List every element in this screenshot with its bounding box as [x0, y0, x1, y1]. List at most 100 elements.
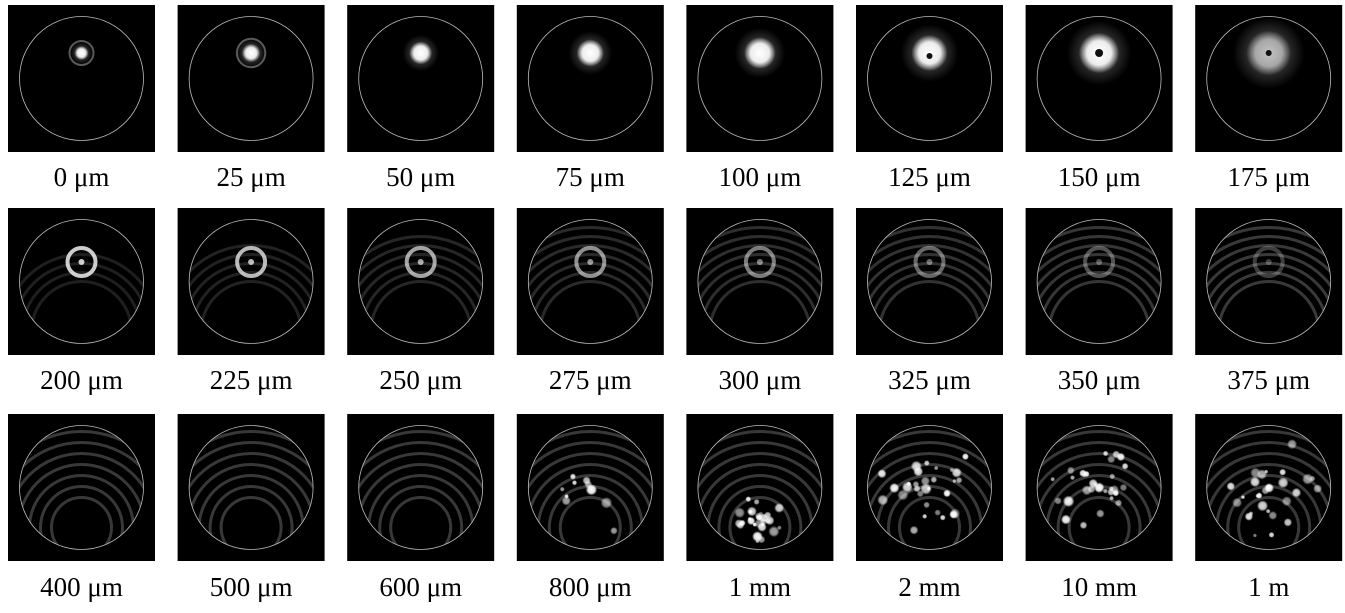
speckle: [1067, 466, 1075, 474]
speckle: [934, 466, 939, 471]
panel: 150 μm: [1026, 5, 1173, 192]
speckle: [1266, 484, 1273, 491]
speckle: [1310, 476, 1316, 482]
panel-image: [686, 5, 833, 152]
panel-label: 100 μm: [719, 162, 802, 192]
panel: 200 μm: [5, 208, 159, 409]
panel-label: 75 μm: [556, 162, 625, 192]
panel: 100 μm: [686, 5, 833, 192]
page: {"figure": {"panels": [ {"label": "0 μm"…: [0, 0, 1345, 613]
panel-label: 325 μm: [888, 365, 971, 395]
speckle: [1279, 469, 1286, 476]
speckle: [1107, 488, 1115, 496]
panel-image: [517, 5, 664, 152]
speckle: [562, 496, 571, 505]
pattern: [70, 41, 94, 65]
glow-spot: [75, 46, 89, 60]
panel-label: 400 μm: [40, 572, 123, 602]
speckle: [1096, 509, 1105, 518]
speckle: [1120, 484, 1128, 492]
speckle: [1103, 488, 1108, 493]
speckle: [934, 509, 941, 516]
speckle: [1256, 492, 1262, 498]
pattern: [1067, 21, 1132, 86]
panel: 10 mm: [992, 414, 1206, 613]
speckle: [1292, 488, 1302, 498]
panel-label: 2 mm: [898, 572, 960, 602]
dark-core: [1266, 50, 1272, 56]
speckle: [956, 477, 963, 484]
panel: 250 μm: [326, 208, 516, 427]
panel: 300 μm: [647, 208, 873, 445]
panel-label: 25 μm: [216, 162, 285, 192]
speckle: [1063, 495, 1075, 507]
speckle: [777, 525, 782, 530]
pattern: [402, 35, 438, 71]
speckle: [924, 460, 930, 466]
speckle: [913, 466, 923, 476]
panel-label: 175 μm: [1227, 162, 1310, 192]
speckle: [949, 510, 958, 519]
panel-label: 375 μm: [1227, 365, 1310, 395]
panel-image: [347, 5, 494, 152]
speckle: [940, 515, 946, 521]
panel: 175 μm: [1195, 5, 1342, 192]
panel: 1 m: [1162, 414, 1345, 613]
speckle: [1117, 453, 1126, 462]
panel-label: 150 μm: [1058, 162, 1141, 192]
panel-label: 800 μm: [549, 572, 632, 602]
panel: 800 μm: [483, 414, 697, 613]
speckle: [930, 476, 937, 483]
speckle: [765, 518, 771, 524]
panel-label: 1 m: [1248, 572, 1289, 602]
speckle: [560, 487, 565, 492]
panel-image: [8, 5, 155, 152]
panel: 125 μm: [856, 5, 1003, 192]
speckle: [601, 497, 613, 509]
speckle: [1080, 521, 1088, 529]
speckle: [922, 514, 927, 519]
speckle: [1313, 484, 1322, 493]
panel-label: 1 mm: [729, 572, 791, 602]
speckle: [586, 484, 598, 496]
speckle: [1082, 485, 1092, 495]
speckle: [745, 496, 751, 502]
dark-core: [927, 53, 933, 59]
speckle: [734, 507, 745, 518]
panel-label: 350 μm: [1058, 365, 1141, 395]
speckle: [1253, 533, 1257, 537]
panel: 50 μm: [347, 5, 494, 192]
speckle: [1115, 499, 1122, 506]
pattern: [569, 31, 613, 75]
pattern: [901, 24, 959, 82]
speckle: [572, 480, 577, 485]
speckle: [610, 527, 618, 535]
speckle: [1284, 518, 1293, 527]
speckle: [1070, 475, 1075, 480]
panel-label: 0 μm: [54, 162, 110, 192]
panel-label: 225 μm: [210, 365, 293, 395]
speckle: [877, 469, 886, 478]
pattern: [1233, 17, 1305, 89]
panel: 2 mm: [823, 414, 1037, 613]
speckle: [927, 486, 931, 490]
speckle: [1282, 496, 1292, 506]
speckle: [582, 476, 590, 484]
speckle: [1054, 497, 1062, 505]
speckle: [755, 539, 759, 543]
speckle: [1278, 477, 1289, 488]
speckle: [1109, 473, 1115, 479]
panel: 500 μm: [144, 414, 358, 613]
figure: 0 μm 25 μm 50 μm 75 μm 100 μm 125 μm 150 μm 175…: [0, 0, 1345, 613]
panel: 600 μm: [314, 414, 528, 613]
speckle: [761, 522, 765, 526]
speckle: [747, 517, 755, 525]
panel-label: 275 μm: [549, 365, 632, 395]
panel: 225 μm: [165, 208, 337, 418]
glow-spot: [577, 39, 604, 66]
glow-spot: [242, 44, 260, 62]
panel: 75 μm: [517, 5, 664, 192]
speckle: [913, 481, 920, 488]
speckle: [951, 467, 961, 477]
speckle: [1269, 532, 1275, 538]
